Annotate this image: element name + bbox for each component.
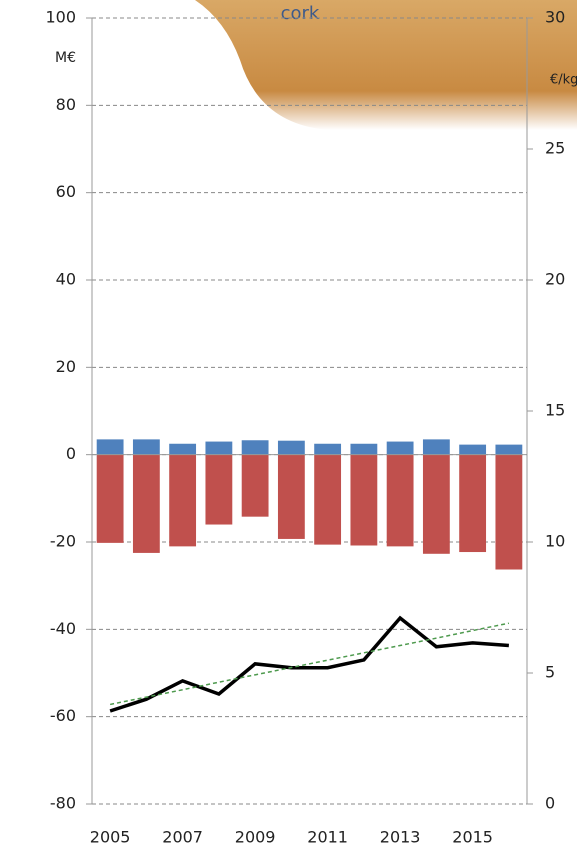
y2-tick-label: 20	[545, 270, 565, 289]
y-tick-label: -60	[50, 706, 76, 725]
bar	[205, 454, 233, 525]
bar	[96, 454, 124, 543]
bar	[132, 454, 160, 553]
y-tick-label: -80	[50, 794, 76, 813]
bar	[350, 443, 378, 455]
bar	[495, 454, 523, 570]
bar	[422, 439, 450, 455]
bar	[96, 439, 124, 455]
y2-tick-label: 30	[545, 8, 565, 27]
bar	[169, 454, 197, 547]
y-tick-label: -40	[50, 619, 76, 638]
y-tick-label: -20	[50, 532, 76, 551]
y-tick-label: 80	[56, 95, 76, 114]
bar	[422, 454, 450, 554]
bar	[459, 454, 487, 553]
bar	[277, 440, 305, 455]
y2-tick-label: 5	[545, 663, 555, 682]
y-tick-label: 100	[45, 8, 76, 27]
y2-tick-label: 15	[545, 401, 565, 420]
y-axis-label: M€	[55, 50, 76, 66]
x-tick-label: 2009	[235, 828, 276, 847]
annotation: cork	[281, 3, 320, 24]
bar	[350, 454, 378, 546]
x-tick-label: 2007	[162, 828, 203, 847]
y2-tick-label: 0	[545, 794, 555, 813]
y-tick-label: 40	[56, 270, 76, 289]
y2-axis-label: €/kg	[550, 73, 577, 88]
bar	[169, 443, 197, 455]
line	[109, 615, 510, 713]
y2-tick-label: 10	[545, 532, 565, 551]
bar	[386, 441, 414, 455]
bar	[241, 454, 269, 517]
bar	[314, 454, 342, 545]
bar	[314, 443, 342, 455]
x-tick-label: 2005	[90, 828, 131, 847]
bar	[241, 440, 269, 455]
y-tick-label: 0	[66, 444, 76, 463]
bar	[132, 439, 160, 455]
bar	[495, 444, 523, 455]
bar	[205, 441, 233, 455]
line	[109, 622, 510, 706]
bar	[459, 444, 487, 455]
y-tick-label: 20	[56, 357, 76, 376]
bar	[386, 454, 414, 547]
x-tick-label: 2015	[452, 828, 493, 847]
y2-tick-label: 25	[545, 139, 565, 158]
cork-image	[195, 0, 577, 130]
x-tick-label: 2011	[307, 828, 348, 847]
x-tick-label: 2013	[380, 828, 421, 847]
y-tick-label: 60	[56, 182, 76, 201]
bar	[277, 454, 305, 539]
